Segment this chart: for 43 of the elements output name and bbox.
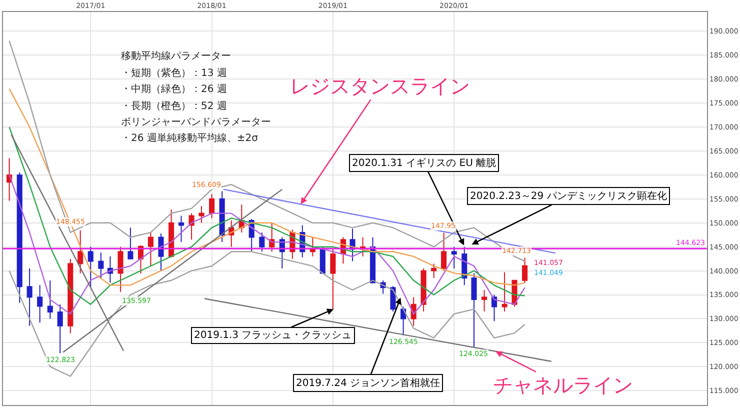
candlestick — [37, 284, 43, 324]
candlestick — [502, 272, 508, 312]
candlestick — [57, 304, 63, 354]
candlestick — [68, 258, 74, 334]
annotation: 2019.7.24 ジョンソン首相就任 — [296, 377, 440, 389]
annotation: ボリンジャーバンドパラメーター — [121, 117, 271, 128]
annotation: ・26 週単純移動平均線、±2σ — [121, 132, 259, 144]
annotation: ・長期（橙色）：52 週 — [121, 100, 227, 112]
annotation: 2019.1.3 フラッシュ・クラッシュ — [194, 330, 352, 341]
candlestick — [198, 206, 204, 224]
annotation: ・短期（紫色）：13 週 — [121, 67, 227, 79]
candlestick — [431, 263, 437, 278]
candlestick — [310, 236, 316, 257]
candlestick — [26, 268, 32, 326]
candlestick — [522, 257, 528, 284]
candlestick — [98, 252, 104, 278]
candlestick — [88, 246, 94, 288]
candlestick — [269, 222, 275, 252]
candlestick — [400, 306, 406, 336]
annotation: 2020.2.23～29 パンデミックリスク顕在化 — [470, 190, 667, 202]
candlestick — [390, 286, 396, 312]
candlestick — [330, 248, 336, 310]
annotation: レジスタンスライン — [290, 74, 470, 98]
candlestick — [148, 232, 154, 267]
candlestick — [491, 294, 498, 322]
annotation: 移動平均線パラメーター — [121, 50, 231, 62]
candlestick — [259, 232, 265, 252]
candlestick — [471, 272, 477, 348]
candlestick — [118, 246, 124, 292]
candlestick — [209, 194, 215, 219]
annotation: チャネルライン — [493, 373, 633, 397]
annotation: ・中期（緑色）：26 週 — [121, 83, 227, 95]
candlestick — [178, 215, 184, 243]
candlestick — [451, 246, 457, 269]
candlestick — [420, 268, 426, 312]
candlestick — [78, 230, 84, 274]
annotation: 2020.1.31 イギリスの EU 離脱 — [352, 157, 496, 169]
candlestick — [188, 212, 194, 240]
candlestick — [47, 280, 53, 320]
candlestick — [482, 289, 488, 312]
candlestick — [16, 172, 22, 304]
candlestick — [128, 227, 134, 260]
candlestick — [441, 232, 447, 272]
